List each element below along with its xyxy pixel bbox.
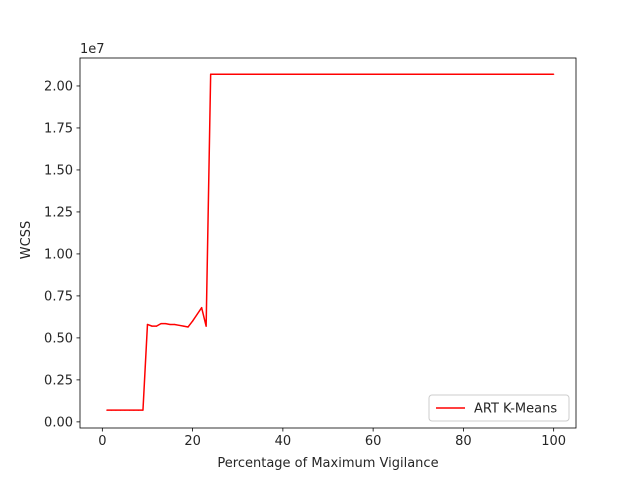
legend: ART K-Means <box>428 394 570 422</box>
x-tick-label: 40 <box>275 434 292 449</box>
data-point <box>182 325 185 327</box>
data-point <box>106 409 108 411</box>
data-point <box>115 409 117 411</box>
data-point <box>178 324 180 326</box>
axes: 0 20 40 60 80 100 0.00 0.25 0.50 0.75 1.00 1.25 1.50… <box>44 57 577 449</box>
data-point <box>214 73 216 75</box>
data-point <box>133 409 135 411</box>
data-point <box>124 409 126 411</box>
data-point <box>137 409 140 411</box>
data-point <box>187 326 189 328</box>
data-point <box>146 323 149 326</box>
y-tick-label: 1.25 <box>44 205 73 220</box>
data-point <box>327 73 329 75</box>
data-point <box>507 73 510 75</box>
data-point <box>119 409 121 411</box>
x-tick-label: 80 <box>455 434 472 449</box>
x-tick-label: 20 <box>184 434 201 449</box>
x-tick-label: 60 <box>365 434 382 449</box>
data-point <box>164 323 167 325</box>
x-tick-label: 0 <box>98 434 106 449</box>
y-tick-label: 0.75 <box>44 289 73 304</box>
data-point <box>155 325 158 327</box>
legend-box <box>428 394 570 422</box>
data-point <box>142 409 144 411</box>
y-offset-label: 1e7 <box>80 42 105 57</box>
data-point <box>210 73 212 75</box>
data-point <box>110 409 112 411</box>
y-tick-label: 0.00 <box>44 415 73 430</box>
data-point <box>196 313 198 315</box>
y-tick-label: 1.00 <box>44 247 73 262</box>
data-point <box>169 323 171 326</box>
data-point <box>173 323 176 326</box>
data-point <box>282 73 284 75</box>
y-tick-label: 2.00 <box>44 79 73 94</box>
data-point <box>201 307 203 309</box>
x-axis-label: Percentage of Maximum Vigilance <box>217 456 438 471</box>
y-tick-label: 1.75 <box>44 121 73 136</box>
data-point <box>205 325 207 327</box>
y-axis-label: WCSS <box>19 221 34 259</box>
plot-area <box>106 73 555 411</box>
legend-label: ART K-Means <box>474 402 557 417</box>
data-point <box>462 73 464 75</box>
data-point <box>372 73 374 75</box>
x-tick-label: 100 <box>541 434 566 449</box>
y-tick-label: 0.25 <box>44 373 73 388</box>
y-tick-label: 1.50 <box>44 163 73 178</box>
data-point <box>417 73 419 75</box>
axes-frame <box>79 57 577 429</box>
data-point <box>128 409 131 411</box>
data-point <box>192 320 194 322</box>
data-point <box>237 73 239 75</box>
data-point <box>151 325 153 327</box>
data-point <box>160 323 162 325</box>
data-point <box>553 73 555 75</box>
y-tick-label: 0.50 <box>44 331 73 346</box>
